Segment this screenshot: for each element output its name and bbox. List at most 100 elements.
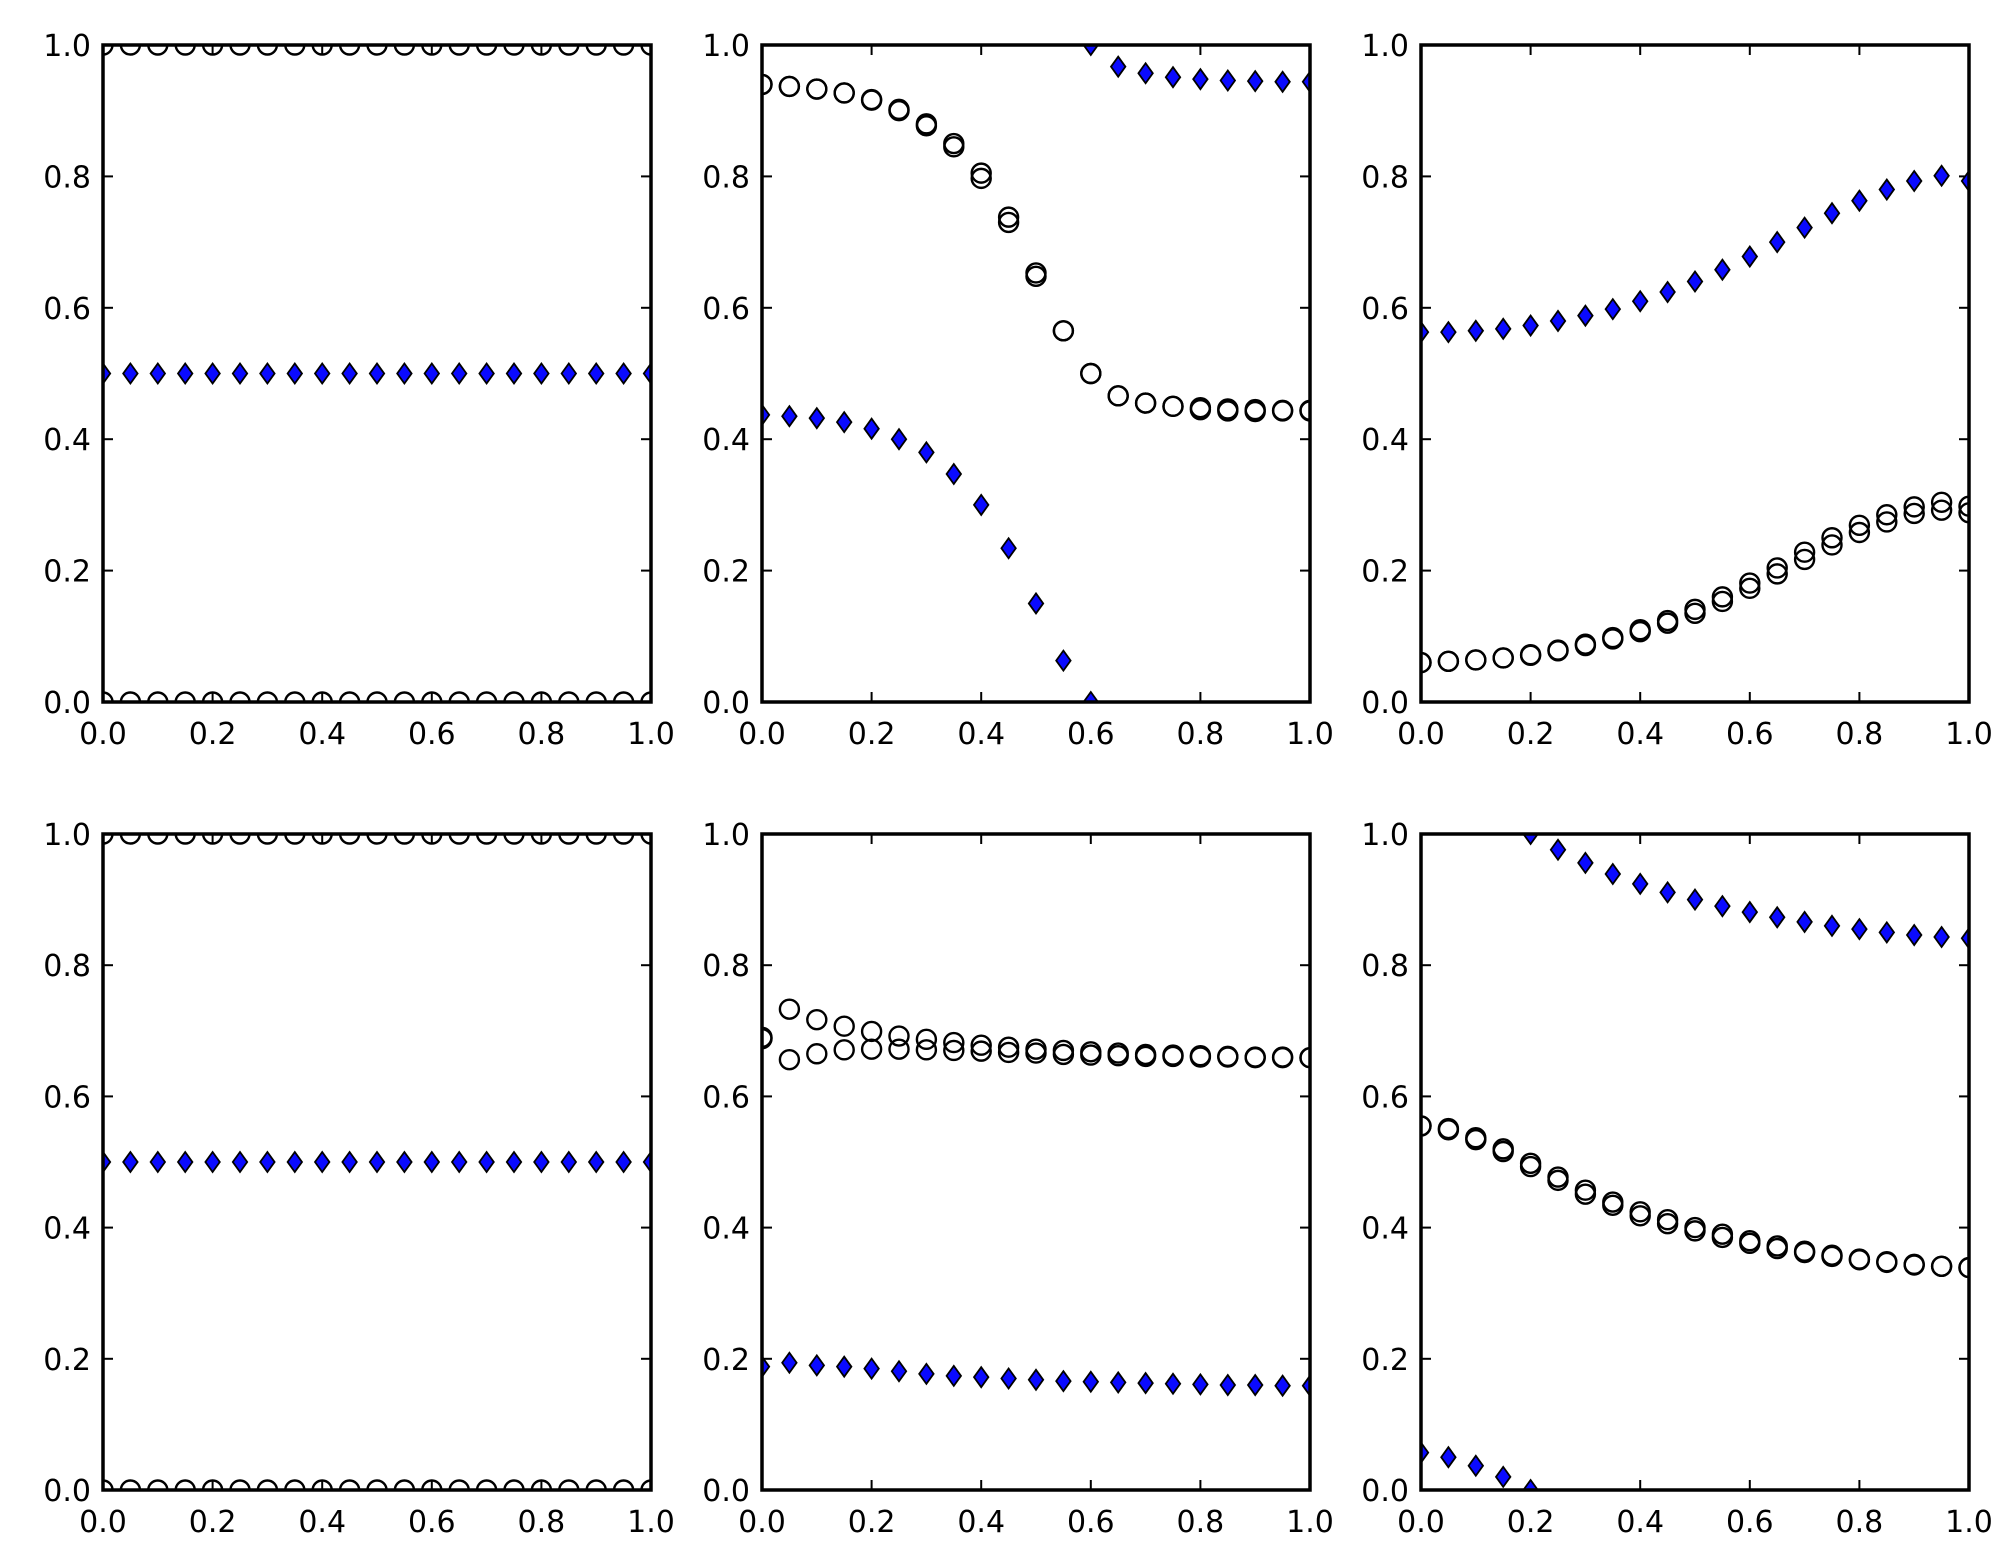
data-point-circle	[229, 45, 251, 56]
y-tick-label: 0.2	[43, 1343, 91, 1378]
data-point-circle	[366, 45, 388, 56]
data-point-circle	[860, 1038, 883, 1060]
x-tick-label: 0.6	[1067, 1505, 1115, 1540]
data-point-diamond	[972, 1365, 990, 1389]
data-point-circle	[503, 834, 525, 845]
data-point-circle	[475, 1479, 498, 1490]
x-tick-label: 0.6	[1726, 717, 1774, 752]
data-point-circle	[1492, 647, 1514, 669]
data-point-circle	[1271, 400, 1294, 422]
data-point-diamond	[103, 1150, 112, 1174]
data-point-circle	[256, 834, 279, 845]
data-point-circle	[1711, 1226, 1734, 1249]
data-point-diamond	[122, 361, 139, 386]
data-point-circle	[1958, 495, 1969, 517]
data-point-circle	[558, 691, 580, 702]
data-point-circle	[530, 45, 553, 56]
data-point-circle	[201, 834, 224, 845]
data-point-diamond	[1219, 68, 1237, 93]
data-point-diamond	[176, 361, 194, 386]
x-tick-label: 0.2	[848, 717, 896, 752]
data-point-circle	[1930, 499, 1953, 521]
y-tick-label: 0.8	[43, 160, 91, 195]
data-point-circle	[1574, 634, 1597, 657]
y-tick-label: 0.6	[702, 1080, 750, 1115]
data-point-diamond	[341, 361, 358, 386]
data-point-circle	[612, 1479, 635, 1490]
y-tick-label: 0.4	[702, 1212, 750, 1247]
data-point-circle	[970, 1040, 992, 1062]
data-point-circle	[284, 1479, 306, 1490]
data-point-circle	[1930, 491, 1953, 513]
data-point-circle	[762, 1027, 773, 1050]
x-tick-label: 0.0	[79, 717, 127, 752]
data-point-circle	[860, 89, 883, 111]
data-point-circle	[1766, 563, 1788, 585]
data-point-diamond	[1440, 320, 1457, 344]
data-point-diamond	[1714, 258, 1731, 282]
data-point-circle	[393, 1479, 416, 1490]
data-point-circle	[1244, 400, 1266, 423]
data-point-circle	[1821, 1245, 1843, 1268]
data-point-diamond	[1082, 690, 1100, 702]
data-point-diamond	[1796, 910, 1813, 934]
y-tick-label: 0.4	[43, 1212, 91, 1247]
data-point-circle	[119, 834, 142, 845]
data-point-circle	[1602, 628, 1624, 650]
data-point-diamond	[1851, 189, 1868, 213]
x-tick-label: 1.0	[627, 717, 675, 752]
data-point-diamond	[1421, 1441, 1430, 1465]
data-point-diamond	[149, 361, 167, 386]
data-point-diamond	[1741, 245, 1759, 269]
data-point-circle	[778, 75, 801, 98]
data-point-circle	[1602, 1194, 1624, 1216]
data-point-circle	[1821, 527, 1843, 549]
data-point-circle	[393, 834, 416, 845]
x-tick-label: 0.8	[1836, 717, 1884, 752]
data-point-circle	[1711, 590, 1734, 613]
data-point-circle	[311, 834, 333, 845]
data-point-circle	[284, 834, 306, 845]
data-point-circle	[366, 1479, 388, 1490]
data-point-circle	[1876, 511, 1898, 533]
data-point-circle	[943, 136, 965, 158]
data-point-diamond	[1082, 45, 1100, 57]
data-point-circle	[1848, 514, 1871, 536]
subplot-row2-col3: 0.0 0.2 0.4 0.6 0.8 1.0 0.0 0.2 0.4 0.6 0.8 1.0	[1361, 818, 1993, 1540]
data-point-diamond	[587, 361, 605, 386]
subplot-row1-col2: 0.0 0.2 0.4 0.6 0.8 1.0 0.0 0.2 0.4 0.6 0.8 1.0	[702, 29, 1334, 752]
data-point-circle	[612, 691, 635, 702]
data-point-diamond	[1878, 920, 1896, 944]
data-point-diamond	[762, 403, 771, 427]
data-point-diamond	[972, 493, 990, 517]
data-point-diamond	[560, 361, 578, 386]
y-tick-label: 0.0	[43, 1474, 91, 1509]
data-point-circle	[1574, 1183, 1597, 1205]
x-tick-label: 0.0	[1397, 1505, 1445, 1540]
data-point-circle	[1629, 621, 1651, 643]
x-tick-label: 0.2	[189, 717, 237, 752]
x-tick-label: 0.8	[1177, 717, 1225, 752]
data-point-circle	[1739, 577, 1761, 600]
data-point-circle	[256, 1479, 279, 1490]
data-point-circle	[833, 82, 855, 104]
data-point-circle	[1958, 1256, 1969, 1279]
y-tick-label: 0.0	[1361, 1474, 1409, 1509]
data-point-diamond	[313, 1150, 331, 1174]
data-point-circle	[558, 834, 580, 845]
data-point-circle	[229, 1479, 251, 1490]
data-point-circle	[1684, 1220, 1706, 1242]
data-point-circle	[970, 167, 992, 190]
data-point-circle	[833, 1015, 855, 1037]
data-point-diamond	[396, 1150, 413, 1174]
data-point-circle	[1465, 649, 1487, 671]
data-point-circle	[558, 45, 580, 56]
data-point-circle	[1656, 612, 1679, 634]
data-point-diamond	[1522, 834, 1539, 846]
data-point-circle	[1492, 1140, 1514, 1163]
data-point-circle	[778, 1048, 801, 1071]
subplot-row2-col2: 0.0 0.2 0.4 0.6 0.8 1.0 0.0 0.2 0.4 0.6 0.8 1.0	[702, 818, 1334, 1540]
data-point-diamond	[781, 1351, 798, 1375]
data-point-diamond	[1549, 309, 1567, 333]
